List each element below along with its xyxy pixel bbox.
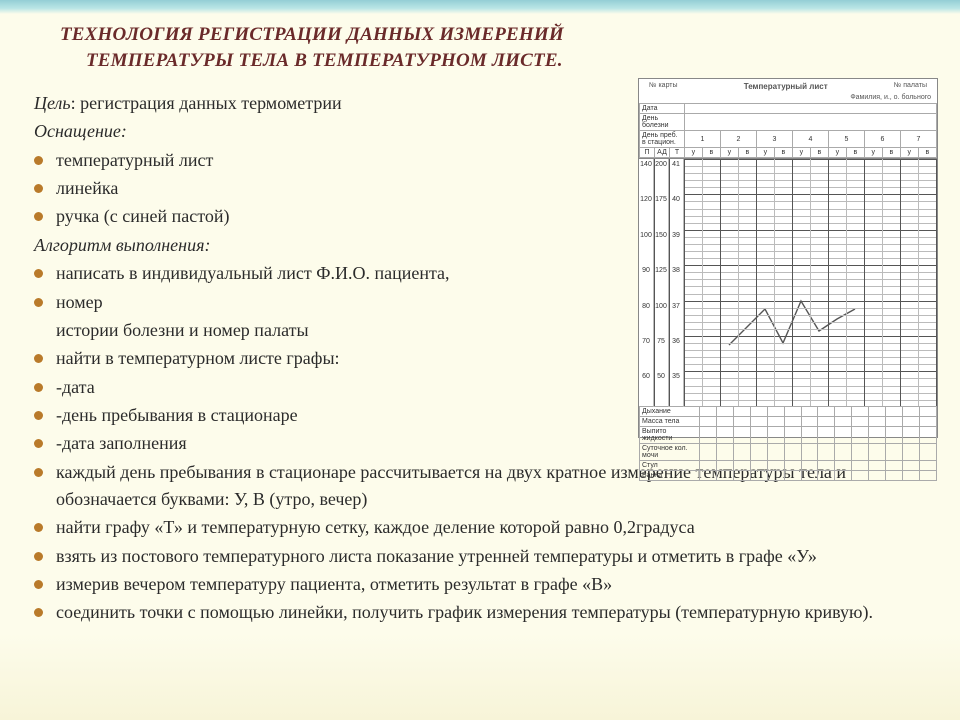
footer-row: Масса тела bbox=[640, 417, 937, 427]
uv-cell: в bbox=[810, 148, 828, 158]
day-num: 1 bbox=[685, 131, 721, 148]
y-row-label: 707536 bbox=[639, 336, 684, 371]
uv-cell: в bbox=[702, 148, 720, 158]
day-num: 2 bbox=[720, 131, 756, 148]
uv-cell: у bbox=[756, 148, 774, 158]
y-row-label: 9012538 bbox=[639, 265, 684, 300]
footer-row: Суточное кол. мочи bbox=[640, 444, 937, 461]
sheet-footer: ДыханиеМасса телаВыпито жидкостиСуточное… bbox=[639, 406, 937, 481]
day-num: 5 bbox=[828, 131, 864, 148]
sheet-title: Температурный лист bbox=[744, 82, 828, 91]
y-row-label: 10015039 bbox=[639, 230, 684, 265]
y-row-label: 605035 bbox=[639, 371, 684, 406]
list-item: измерив вечером температуру пациента, от… bbox=[34, 571, 934, 598]
temperature-sheet: № карты Температурный лист № палаты Фами… bbox=[638, 78, 938, 438]
uv-cell: в bbox=[846, 148, 864, 158]
uv-cell: у bbox=[900, 148, 918, 158]
col-p: П bbox=[640, 148, 655, 158]
y-row-label: 14020041 bbox=[639, 159, 684, 194]
footer-row: Стул bbox=[640, 461, 937, 471]
uv-cell: в bbox=[738, 148, 756, 158]
list-item: взять из постового температурного листа … bbox=[34, 543, 934, 570]
sheet-ward-no: № палаты bbox=[894, 82, 927, 91]
day-num: 4 bbox=[792, 131, 828, 148]
y-row-label: 12017540 bbox=[639, 194, 684, 229]
sheet-card-no: № карты bbox=[649, 82, 678, 91]
uv-cell: в bbox=[882, 148, 900, 158]
footer-row: Дыхание bbox=[640, 407, 937, 417]
list-item: соединить точки с помощью линейки, получ… bbox=[34, 599, 934, 626]
goal-label: Цель bbox=[34, 93, 71, 113]
uv-cell: у bbox=[828, 148, 846, 158]
col-t: Т bbox=[670, 148, 685, 158]
uv-cell: в bbox=[918, 148, 936, 158]
footer-row: Ванна bbox=[640, 471, 937, 481]
col-ad: АД bbox=[655, 148, 670, 158]
uv-cell: у bbox=[685, 148, 703, 158]
footer-row: Выпито жидкости bbox=[640, 427, 937, 444]
top-banner bbox=[0, 0, 960, 14]
sheet-patient: Фамилия, и., о. больного bbox=[639, 94, 937, 103]
goal-text: : регистрация данных термометрии bbox=[71, 93, 342, 113]
title-line-2: ТЕМПЕРАТУРЫ ТЕЛА В ТЕМПЕРАТУРНОМ ЛИСТЕ. bbox=[60, 48, 660, 74]
row-stay: День преб. в стацион. bbox=[640, 131, 685, 148]
slide-title: ТЕХНОЛОГИЯ РЕГИСТРАЦИИ ДАННЫХ ИЗМЕРЕНИЙ … bbox=[60, 22, 660, 73]
slide: ТЕХНОЛОГИЯ РЕГИСТРАЦИИ ДАННЫХ ИЗМЕРЕНИЙ … bbox=[0, 0, 960, 720]
day-num: 7 bbox=[900, 131, 936, 148]
uv-cell: у bbox=[792, 148, 810, 158]
uv-cell: у bbox=[864, 148, 882, 158]
y-row-label: 8010037 bbox=[639, 301, 684, 336]
title-line-1: ТЕХНОЛОГИЯ РЕГИСТРАЦИИ ДАННЫХ ИЗМЕРЕНИЙ bbox=[60, 22, 660, 48]
day-num: 3 bbox=[756, 131, 792, 148]
sheet-top-rows: Дата День болезни День преб. в стацион. … bbox=[639, 103, 937, 158]
row-date: Дата bbox=[640, 104, 685, 114]
day-num: 6 bbox=[864, 131, 900, 148]
grid: 1402004112017540100150399012538801003770… bbox=[639, 158, 937, 406]
sheet-header: № карты Температурный лист № палаты bbox=[639, 79, 937, 94]
uv-cell: в bbox=[774, 148, 792, 158]
row-illness: День болезни bbox=[640, 114, 685, 131]
uv-cell: у bbox=[720, 148, 738, 158]
list-item: найти графу «Т» и температурную сетку, к… bbox=[34, 514, 934, 541]
